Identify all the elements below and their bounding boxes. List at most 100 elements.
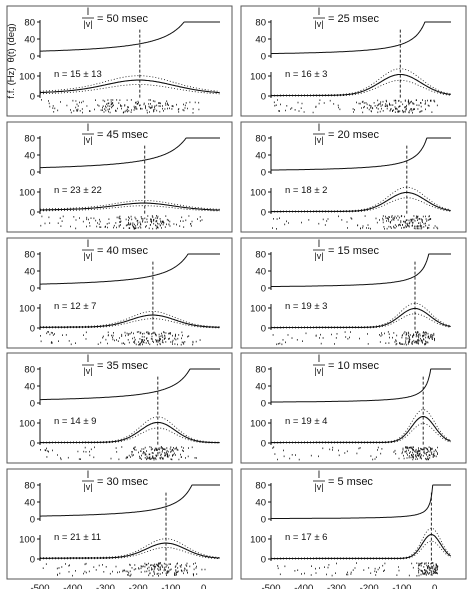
panel-frame	[6, 237, 233, 349]
ff-tick-label: 0	[30, 555, 35, 566]
panel-title-value: = 40 msec	[97, 245, 149, 257]
ff-lower-band	[271, 79, 451, 97]
title-denominator: |v|	[83, 135, 92, 145]
theta-tick-label: 80	[255, 250, 266, 261]
theta-tick-label: 40	[24, 267, 35, 278]
ff-tick-label: 100	[19, 419, 35, 430]
ff-upper-band	[39, 538, 220, 559]
panel-frame	[6, 121, 233, 233]
panel-title-value: = 5 msec	[328, 476, 373, 488]
n-annotation: n = 14 ± 9	[54, 416, 96, 427]
theta-curve	[40, 484, 220, 517]
panel-left-5: 0 40 80 0 100 l|v| = 30 msec n = 21 ± 11	[6, 468, 233, 580]
title-denominator: |v|	[314, 251, 323, 261]
panel-frame	[6, 468, 233, 580]
ff-lower-band	[271, 313, 451, 329]
ff-upper-band	[39, 200, 220, 210]
ff-tick-label: 0	[261, 92, 266, 103]
ff-mean-curve	[271, 191, 451, 213]
ff-tick-label: 100	[250, 535, 266, 546]
title-numerator: l	[87, 354, 89, 365]
theta-tick-label: 80	[24, 365, 35, 376]
n-annotation: n = 19 ± 3	[285, 301, 327, 312]
title-denominator: |v|	[314, 19, 323, 29]
theta-tick-label: 0	[30, 399, 35, 410]
n-annotation: n = 17 ± 6	[285, 532, 327, 543]
ff-tick-label: 0	[261, 208, 266, 219]
x-tick-label: -200	[129, 583, 148, 589]
title-numerator: l	[318, 470, 320, 481]
x-tick-label: -100	[161, 583, 180, 589]
theta-tick-label: 0	[30, 284, 35, 295]
theta-tick-label: 80	[24, 481, 35, 492]
theta-curve	[40, 253, 220, 285]
title-numerator: l	[87, 239, 89, 250]
panel-right-2: 0 40 80 0 100 l|v| = 20 msec n = 18 ± 2	[240, 121, 467, 233]
ff-mean-curve	[40, 314, 220, 328]
n-annotation: n = 23 ± 22	[54, 185, 102, 196]
ff-mean-curve	[39, 202, 220, 211]
title-numerator: l	[87, 7, 89, 18]
theta-curve	[271, 368, 451, 403]
ff-upper-band	[271, 527, 451, 559]
theta-tick-label: 0	[261, 399, 266, 410]
ff-mean-curve	[271, 416, 451, 444]
x-tick-label: -400	[63, 583, 82, 589]
ff-tick-label: 0	[30, 324, 35, 335]
theta-tick-label: 40	[255, 267, 266, 278]
ff-upper-band	[39, 75, 220, 92]
title-numerator: l	[87, 470, 89, 481]
theta-tick-label: 40	[24, 382, 35, 393]
ff-lower-band	[40, 318, 220, 329]
theta-curve	[40, 137, 220, 169]
title-numerator: l	[318, 123, 320, 134]
theta-tick-label: 80	[255, 365, 266, 376]
theta-tick-label: 40	[24, 35, 35, 46]
ff-tick-label: 100	[250, 304, 266, 315]
x-tick-label: -400	[294, 583, 313, 589]
ff-tick-label: 100	[19, 188, 35, 199]
ff-tick-label: 100	[250, 72, 266, 83]
panel-title-value: = 10 msec	[328, 360, 380, 372]
ff-tick-label: 0	[30, 439, 35, 450]
panel-left-1: 0 40 80 0 100 l|v| = 50 msec n = 15 ± 13	[6, 5, 233, 117]
title-numerator: l	[87, 123, 89, 134]
theta-tick-label: 40	[24, 151, 35, 162]
ff-lower-band	[271, 197, 451, 213]
x-tick-label: -300	[96, 583, 115, 589]
panel-frame	[240, 121, 467, 233]
panel-frame	[240, 468, 467, 580]
panel-frame	[240, 352, 467, 464]
ff-mean-curve	[271, 73, 451, 97]
n-annotation: n = 16 ± 3	[285, 69, 327, 80]
ff-upper-band	[271, 68, 451, 96]
panel-frame	[6, 5, 233, 117]
ff-tick-label: 0	[261, 555, 266, 566]
ff-tick-label: 100	[19, 72, 35, 83]
theta-curve	[270, 137, 451, 171]
theta-tick-label: 0	[30, 515, 35, 526]
ff-upper-band	[39, 311, 220, 328]
title-denominator: |v|	[83, 366, 92, 376]
panel-left-4: 0 40 80 0 100 l|v| = 35 msec n = 14 ± 9	[6, 352, 233, 464]
theta-tick-label: 80	[24, 134, 35, 145]
theta-curve	[40, 368, 220, 401]
ff-lower-band	[40, 84, 220, 95]
theta-tick-label: 0	[30, 168, 35, 179]
theta-tick-label: 40	[255, 151, 266, 162]
theta-tick-label: 0	[261, 168, 266, 179]
panel-right-1: 0 40 80 0 100 l|v| = 25 msec n = 16 ± 3	[240, 5, 467, 117]
n-annotation: n = 21 ± 11	[54, 532, 101, 543]
theta-tick-label: 40	[255, 35, 266, 46]
ff-mean-curve	[271, 534, 451, 560]
title-denominator: |v|	[314, 366, 323, 376]
n-annotation: n = 19 ± 4	[285, 416, 327, 427]
panel-title-value: = 30 msec	[97, 476, 149, 488]
ff-mean-curve	[40, 79, 220, 94]
theta-tick-label: 40	[24, 498, 35, 509]
x-tick-label: -300	[327, 583, 346, 589]
theta-tick-label: 80	[255, 18, 266, 29]
ff-mean-curve	[40, 542, 220, 559]
n-annotation: n = 12 ± 7	[54, 301, 96, 312]
theta-tick-label: 80	[255, 481, 266, 492]
